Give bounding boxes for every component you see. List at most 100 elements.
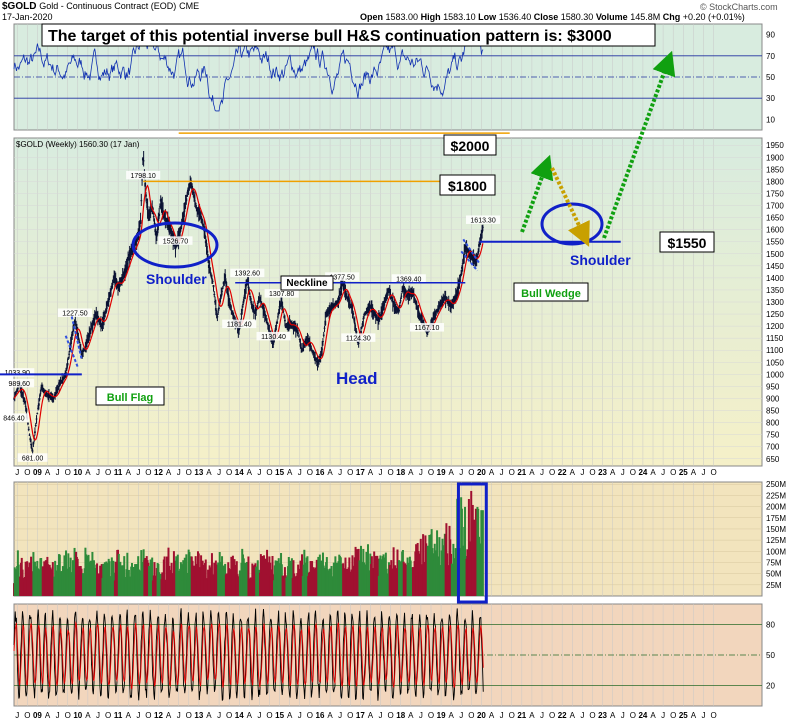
candle-body	[463, 253, 466, 255]
x-tick-label: O	[186, 468, 192, 477]
volume-bar	[287, 556, 290, 596]
x-tick-label: A	[85, 468, 91, 477]
stochastic-k-line	[13, 608, 484, 701]
candle-body	[397, 308, 400, 312]
candle-body	[411, 292, 414, 298]
x-tick-label: A	[610, 468, 616, 477]
candle-body	[240, 313, 243, 315]
candle-body	[374, 314, 376, 316]
candle-body	[161, 207, 164, 211]
x-tick-label-bottom: J	[56, 711, 60, 720]
candle-body	[78, 340, 81, 342]
candle-body	[111, 283, 114, 285]
candle-body	[329, 309, 331, 312]
candle-body	[370, 309, 373, 312]
price-label-bg	[4, 378, 35, 388]
candle-body	[94, 313, 97, 316]
volume-bar	[422, 534, 425, 596]
candle-body	[110, 285, 113, 288]
candle-body	[242, 303, 244, 305]
candle-body	[27, 423, 29, 425]
volume-bar	[105, 561, 108, 596]
price-tick-label: 800	[766, 419, 780, 428]
candle-body	[45, 393, 48, 395]
x-tick-label: J	[459, 468, 463, 477]
x-tick-label-bottom: J	[338, 711, 342, 720]
volume-bar	[151, 557, 154, 596]
volume-bar	[58, 554, 61, 596]
candle-body	[153, 222, 156, 224]
volume-bar	[481, 510, 484, 596]
candle-body	[347, 296, 350, 301]
x-tick-label-bottom: 24	[638, 711, 647, 720]
volume-bar	[47, 564, 50, 596]
x-tick-label-bottom: A	[287, 711, 293, 720]
volume-bar	[262, 555, 265, 596]
level-1550-label: $1550	[668, 235, 707, 251]
x-tick-label: O	[266, 468, 272, 477]
candle-body	[445, 297, 448, 300]
candle-body	[105, 308, 108, 312]
volume-bar	[428, 534, 431, 596]
chg-value: +0.20 (+0.01%)	[682, 12, 745, 22]
x-tick-label: O	[347, 468, 353, 477]
rsi-tick-label: 10	[766, 115, 775, 124]
price-tick-label: 1200	[766, 322, 784, 331]
candle-body	[128, 250, 131, 256]
x-tick-label-bottom: O	[226, 711, 232, 720]
candle-body	[79, 345, 81, 349]
x-tick-label-bottom: A	[529, 711, 535, 720]
candle-body	[160, 204, 163, 210]
candle-body	[470, 255, 473, 257]
candle-body	[23, 397, 25, 400]
candle-body	[20, 389, 22, 394]
candle-body	[196, 207, 199, 211]
x-tick-label: A	[45, 468, 51, 477]
candle-body	[37, 407, 39, 409]
candle-body	[201, 223, 204, 225]
x-tick-label: A	[408, 468, 414, 477]
candle-body	[323, 327, 326, 329]
candle-body	[266, 322, 269, 326]
candle-body	[373, 313, 376, 315]
candle-body	[413, 298, 416, 300]
close-value: 1580.30	[560, 12, 594, 22]
chg-label: Chg	[662, 12, 681, 22]
candle-body	[354, 328, 357, 330]
volume-tick-label: 50M	[766, 570, 782, 579]
x-tick-label: J	[379, 468, 383, 477]
x-tick-label-bottom: J	[419, 711, 423, 720]
candle-body	[353, 322, 356, 325]
volume-bar	[247, 556, 250, 596]
candle-body	[331, 306, 334, 308]
candle-body	[158, 213, 161, 217]
x-tick-label: O	[468, 468, 474, 477]
candle-body	[220, 293, 223, 297]
candle-body	[384, 300, 386, 302]
price-label-bg	[264, 289, 299, 298]
price-label-bg	[341, 333, 376, 342]
candle-body	[271, 341, 274, 344]
candle-body	[457, 288, 459, 295]
candle-body	[192, 191, 195, 194]
candle-body	[305, 338, 308, 341]
candle-body	[165, 219, 168, 221]
candle-body	[75, 325, 78, 327]
low-value: 1536.40	[498, 12, 532, 22]
candle-body	[308, 343, 311, 346]
high-label: High	[420, 12, 441, 22]
candle-body	[401, 291, 404, 293]
candle-body	[31, 450, 34, 452]
x-tick-label-bottom: A	[166, 711, 172, 720]
candle-body	[107, 299, 110, 303]
candle-body	[48, 395, 50, 398]
x-tick-label-bottom: J	[136, 711, 140, 720]
x-tick-label: O	[630, 468, 636, 477]
price-label: 989.60	[9, 381, 31, 388]
volume-bar	[344, 557, 347, 596]
price-tick-label: 1250	[766, 310, 784, 319]
candle-body	[421, 320, 424, 322]
candle-body	[76, 333, 79, 337]
target-1800-label: $1800	[448, 178, 487, 194]
candle-body	[371, 310, 374, 312]
